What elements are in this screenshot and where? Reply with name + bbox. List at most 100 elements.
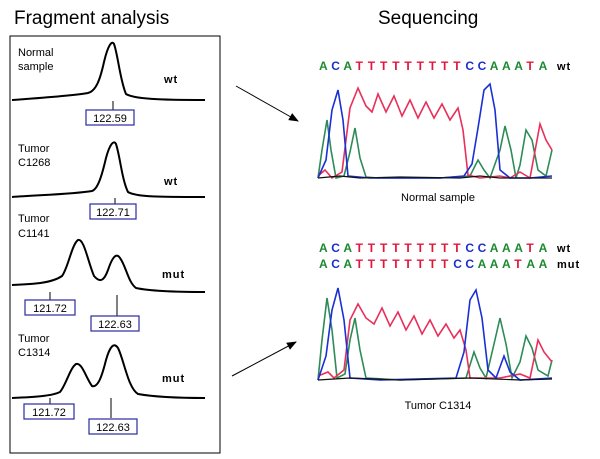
peak-size-label: 122.59 — [93, 113, 127, 125]
panel-label-line1: Tumor — [18, 333, 50, 345]
base-letter: T — [404, 59, 412, 73]
peak-size-label: 121.72 — [33, 303, 67, 315]
base-letter: T — [380, 59, 388, 73]
base-letter: T — [453, 59, 461, 73]
base-letter: A — [502, 241, 511, 255]
trace-black — [317, 377, 553, 381]
trace-black — [317, 175, 552, 179]
base-letter: T — [514, 257, 522, 271]
base-letter: T — [356, 257, 364, 271]
base-letter: T — [429, 257, 437, 271]
peak-size-box — [23, 403, 75, 420]
sequencing-caption: Tumor C1314 — [405, 400, 472, 412]
base-letter: T — [380, 257, 388, 271]
base-letter: T — [441, 59, 449, 73]
base-letter: A — [343, 241, 352, 255]
sequencing-caption: Normal sample — [401, 192, 475, 204]
read-status-label: mut — [557, 259, 580, 271]
base-letter: A — [539, 241, 548, 255]
status-label: wt — [163, 176, 178, 188]
trace-green — [317, 119, 553, 180]
base-letter: A — [490, 241, 499, 255]
trace-red — [317, 85, 553, 180]
base-letter: C — [331, 241, 340, 255]
base-letter: T — [404, 241, 412, 255]
panel-label-line2: C1314 — [18, 347, 50, 359]
peak-size-box — [85, 109, 135, 126]
base-letter: T — [356, 59, 364, 73]
base-letter: C — [478, 59, 487, 73]
fragment-panel-c1141: Tumor C1141 mut 121.72 122.63 — [11, 213, 206, 332]
base-letter: A — [319, 59, 328, 73]
fragment-panel-c1268: Tumor C1268 wt 122.71 — [11, 141, 206, 220]
base-letter: C — [453, 257, 462, 271]
base-letter: T — [368, 257, 376, 271]
base-letter: T — [392, 241, 400, 255]
base-letter: T — [526, 241, 534, 255]
fragment-panel-c1314: Tumor C1314 mut 121.72 122.63 — [11, 333, 206, 435]
panel-label-line1: Tumor — [18, 143, 50, 155]
base-letter: A — [319, 241, 328, 255]
base-letter: T — [380, 241, 388, 255]
base-letter: A — [319, 257, 328, 271]
base-letter: T — [441, 257, 449, 271]
peak-size-label: 122.63 — [96, 422, 130, 434]
base-letter: A — [490, 59, 499, 73]
peak-size-label: 121.72 — [32, 407, 66, 419]
read-status-label: wt — [556, 61, 571, 73]
base-letter: T — [526, 59, 534, 73]
fragment-analysis-heading: Fragment analysis — [14, 8, 169, 29]
base-letter: A — [526, 257, 535, 271]
chromatogram — [317, 82, 553, 180]
peak-size-box — [24, 299, 76, 316]
panel-label-line2: C1141 — [18, 228, 50, 240]
base-letter: T — [368, 59, 376, 73]
chromatogram — [317, 287, 553, 381]
base-letter: C — [465, 241, 474, 255]
base-letter: C — [465, 257, 474, 271]
fragment-analysis-frame — [9, 35, 221, 454]
base-letter: A — [502, 59, 511, 73]
base-letter: C — [331, 257, 340, 271]
fragment-panel-normal: Normal sample wt 122.59 — [11, 41, 206, 126]
base-letter: C — [465, 59, 474, 73]
electropherogram-trace — [11, 141, 206, 198]
status-label: mut — [162, 269, 185, 281]
base-letter: T — [417, 59, 425, 73]
base-letter: C — [478, 241, 487, 255]
arrow-to-tumor-sequencing — [231, 341, 297, 377]
base-letter: T — [441, 241, 449, 255]
base-letter: A — [539, 257, 548, 271]
trace-blue — [317, 287, 553, 381]
base-letter: A — [539, 59, 548, 73]
trace-blue — [317, 82, 553, 179]
base-letter: C — [331, 59, 340, 73]
peak-size-box — [89, 203, 137, 220]
base-letter: T — [453, 241, 461, 255]
base-letter: T — [368, 241, 376, 255]
peak-size-label: 122.71 — [96, 207, 130, 219]
base-letter: A — [343, 59, 352, 73]
panel-label-line1: Normal — [18, 47, 53, 59]
base-letter: A — [514, 241, 523, 255]
base-letter: T — [356, 241, 364, 255]
electropherogram-trace — [11, 239, 206, 293]
status-label: wt — [163, 74, 178, 86]
base-letter: T — [417, 257, 425, 271]
panel-label-line1: Tumor — [18, 213, 50, 225]
base-letter: T — [429, 241, 437, 255]
panel-label-line2: C1268 — [18, 157, 50, 169]
base-letter: A — [490, 257, 499, 271]
base-letter: A — [514, 59, 523, 73]
base-letter: T — [392, 257, 400, 271]
arrow-to-normal-sequencing — [235, 85, 299, 122]
base-letter: T — [429, 59, 437, 73]
read-status-label: wt — [556, 243, 571, 255]
electropherogram-trace — [11, 344, 206, 399]
panel-label-line2: sample — [18, 61, 53, 73]
